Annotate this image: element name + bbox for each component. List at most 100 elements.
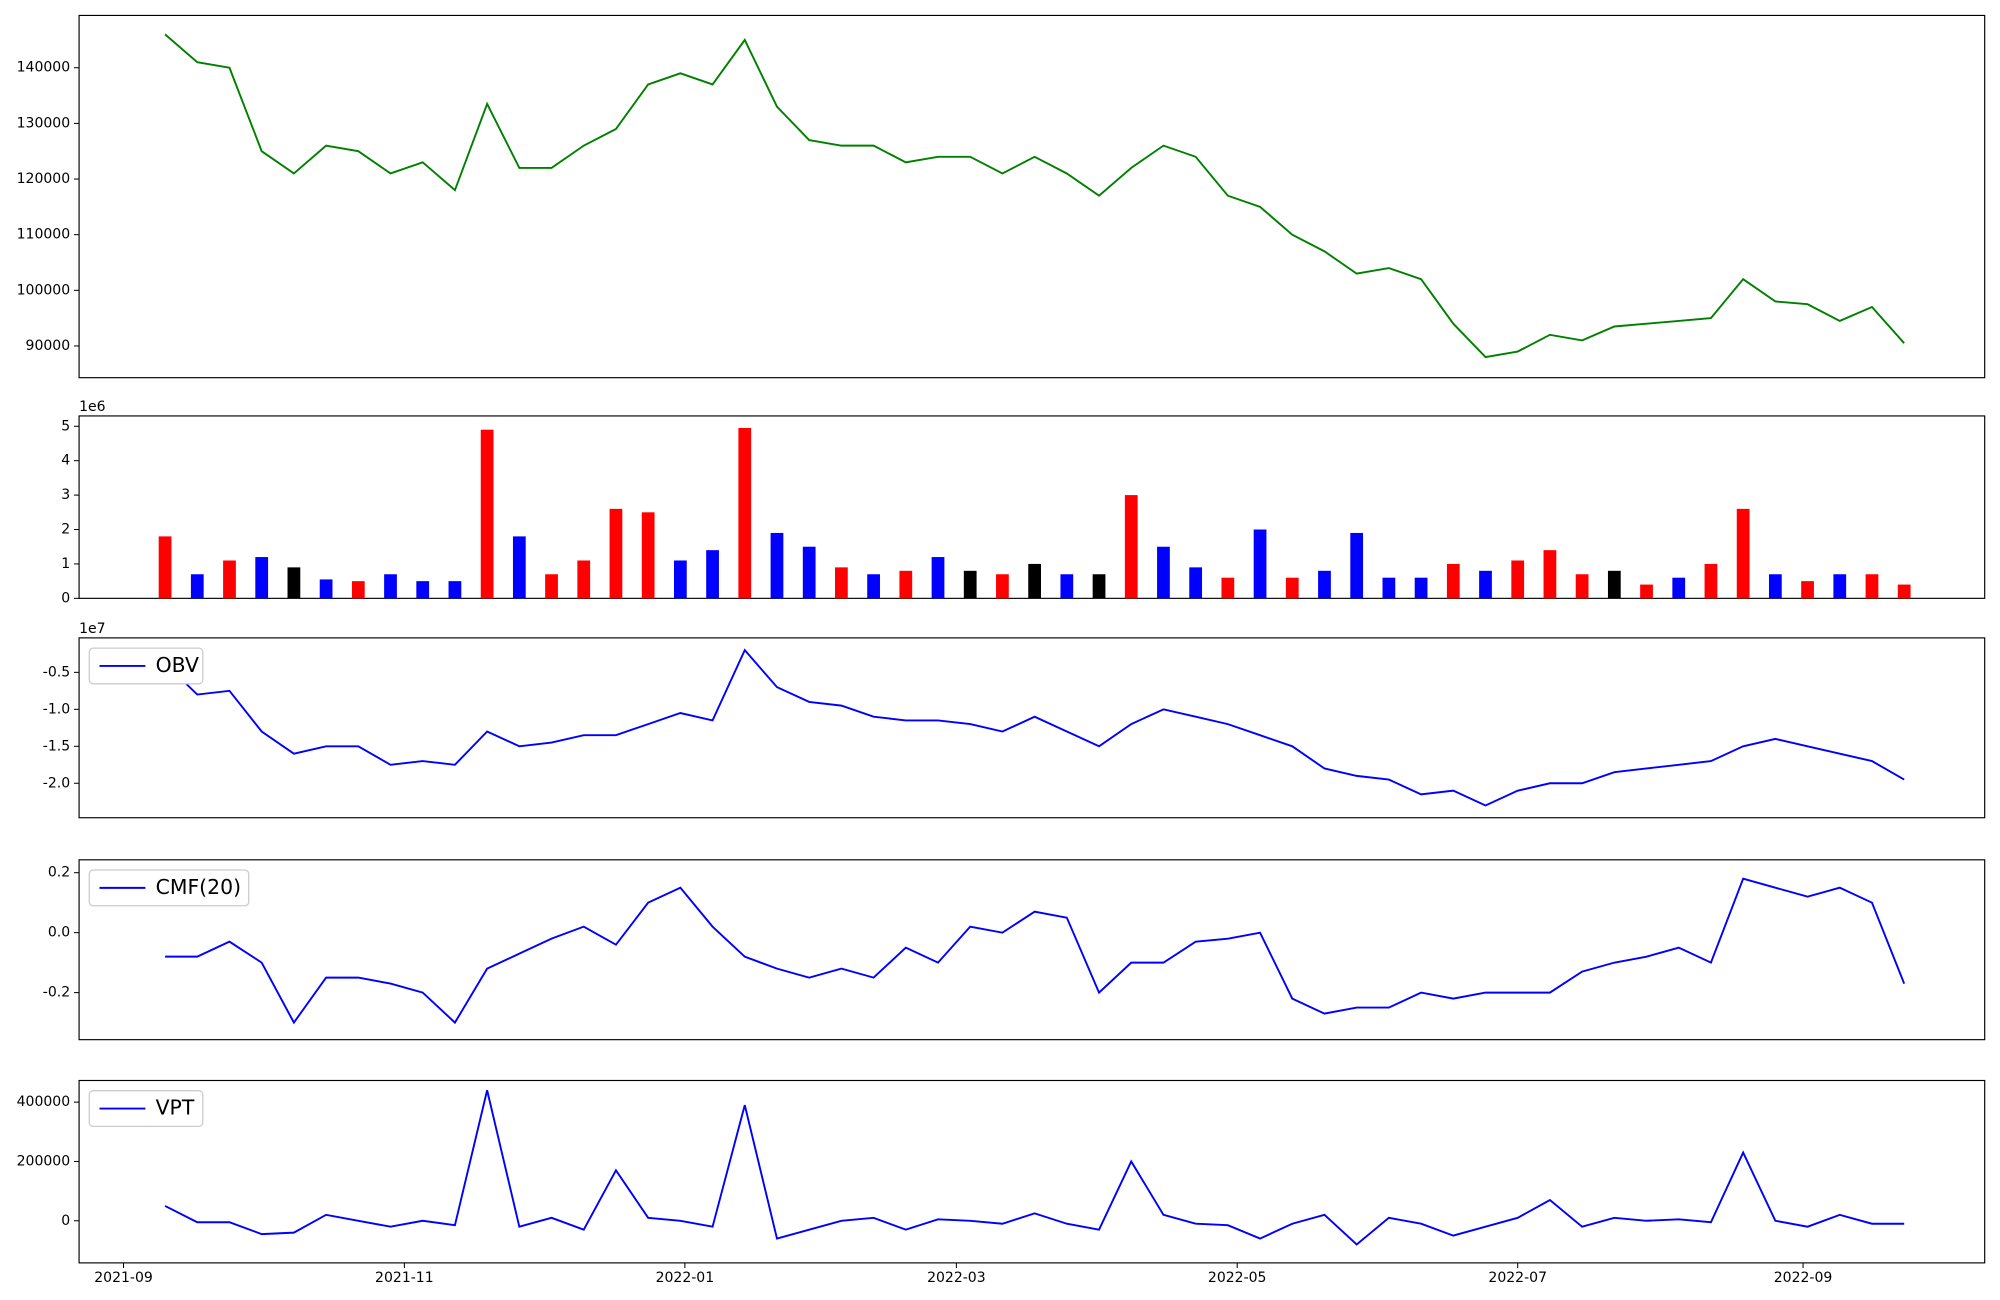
y-tick-label: 5 (61, 418, 70, 434)
volume-bar (738, 427, 752, 599)
volume-bar (1672, 577, 1686, 599)
y-tick-label: 140000 (17, 60, 71, 76)
y-tick-label: 0.2 (48, 865, 70, 881)
volume-bar (223, 560, 236, 599)
volume-bar (609, 508, 623, 599)
volume-bar (1640, 584, 1653, 599)
legend-box (88, 1090, 204, 1128)
volume-bar (1543, 550, 1557, 599)
axes-frame (78, 14, 1986, 379)
y-tick-label: 1 (61, 556, 70, 572)
volume-bar (770, 532, 784, 599)
axes-frame (78, 1079, 1986, 1264)
volume-bar (1446, 563, 1460, 599)
axis-offset-label: 1e6 (79, 399, 106, 415)
x-tick-label: 2021-11 (375, 1270, 434, 1286)
volume-bar (287, 567, 301, 599)
legend-box (88, 869, 250, 907)
volume-bar (1833, 574, 1847, 599)
axes-frame (78, 637, 1986, 819)
y-tick-label: 100000 (17, 282, 71, 298)
x-tick-label: 2022-01 (656, 1270, 715, 1286)
volume-bar (1318, 570, 1331, 599)
legend-label: OBV (156, 653, 199, 677)
volume-bar (416, 581, 430, 599)
volume-bar (1511, 560, 1525, 599)
volume-bar (673, 560, 687, 599)
data-line (164, 33, 1905, 359)
volume-bar (996, 574, 1009, 599)
volume-bar (1768, 574, 1782, 599)
x-tick-label: 2022-07 (1488, 1270, 1547, 1286)
volume-bar (641, 512, 655, 599)
volume-bar (577, 560, 591, 599)
y-tick-label: -1.5 (43, 738, 70, 754)
volume-bar (1897, 584, 1911, 599)
volume-bar (1607, 570, 1621, 599)
y-tick-label: 200000 (17, 1153, 71, 1169)
volume-bar (158, 536, 172, 599)
volume-bar (384, 574, 397, 599)
axes-frame (78, 859, 1986, 1041)
x-tick-label: 2022-05 (1208, 1270, 1267, 1286)
y-tick-label: 130000 (17, 115, 71, 131)
y-tick-label: 110000 (17, 227, 71, 243)
y-tick-label: 120000 (17, 171, 71, 187)
x-tick-label: 2021-09 (94, 1270, 153, 1286)
volume-bar (1253, 529, 1267, 599)
volume-bar (931, 557, 945, 599)
data-line (164, 1090, 1905, 1246)
volume-bar (448, 581, 462, 599)
volume-bar (1157, 546, 1170, 599)
volume-bar (1285, 577, 1299, 599)
volume-bar (480, 429, 494, 599)
data-line (164, 648, 1905, 807)
volume-bar (351, 581, 365, 599)
volume-bar (1865, 574, 1879, 599)
volume-bar (1801, 581, 1814, 599)
data-line (165, 877, 1906, 1025)
volume-bar (1382, 577, 1396, 599)
volume-bar (255, 557, 269, 599)
y-tick-label: 400000 (17, 1094, 71, 1110)
y-tick-label: -2.0 (43, 775, 70, 791)
volume-bar (190, 574, 204, 599)
legend-label: VPT (156, 1096, 195, 1120)
y-tick-label: 90000 (26, 338, 71, 354)
volume-bar (867, 574, 880, 599)
legend-label: CMF(20) (156, 875, 241, 899)
y-tick-label: 0 (61, 590, 70, 606)
volume-bar (1060, 574, 1074, 599)
x-tick-label: 2022-03 (927, 1270, 986, 1286)
volume-bar (1028, 563, 1042, 599)
y-tick-label: -1.0 (43, 701, 70, 717)
volume-bar (1736, 508, 1750, 599)
y-tick-label: 2 (61, 522, 70, 538)
volume-bar (1124, 495, 1138, 599)
volume-bar (1479, 570, 1492, 599)
volume-bar (802, 546, 816, 599)
y-tick-label: 4 (61, 453, 70, 469)
volume-bar (319, 579, 333, 599)
volume-bar (545, 574, 558, 599)
volume-bar (1350, 532, 1364, 599)
volume-bar (1575, 574, 1589, 599)
y-tick-label: 0 (61, 1213, 70, 1229)
y-tick-label: 0.0 (48, 925, 70, 941)
axes-frame (78, 415, 1986, 599)
volume-bar (1221, 577, 1235, 599)
volume-bar (1189, 567, 1203, 599)
volume-bar (1092, 574, 1106, 599)
axis-offset-label: 1e7 (79, 621, 105, 637)
x-tick-label: 2022-09 (1774, 1270, 1833, 1286)
volume-bar (512, 536, 526, 599)
volume-bar (899, 570, 913, 599)
volume-bar (1704, 563, 1718, 599)
y-tick-label: -0.5 (43, 664, 70, 680)
volume-bar (1414, 577, 1428, 599)
volume-bar (706, 550, 719, 599)
volume-bar (963, 570, 977, 599)
legend-box (88, 647, 204, 685)
